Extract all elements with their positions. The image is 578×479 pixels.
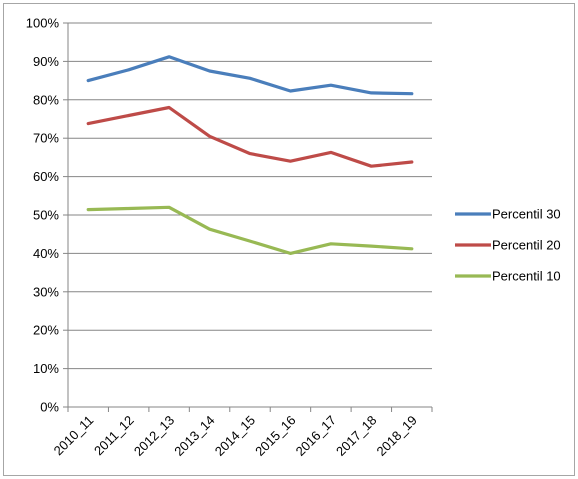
x-tick-label: 2016_17 bbox=[293, 413, 339, 459]
y-tick-label: 10% bbox=[33, 361, 59, 376]
series-line bbox=[86, 55, 414, 96]
y-tick-label: 70% bbox=[33, 131, 59, 146]
legend-label: Percentil 20 bbox=[492, 238, 561, 253]
x-tick-label: 2014_15 bbox=[212, 413, 258, 459]
y-tick-label: 100% bbox=[26, 16, 60, 31]
x-tick-label: 2017_18 bbox=[333, 413, 379, 459]
x-tick-label: 2011_12 bbox=[91, 413, 137, 459]
line-chart: 0% 10% 20% 30% 40% 50% 60% 70% 80% 90% 100% 2010_1… bbox=[26, 16, 561, 459]
x-tick-label: 2013_14 bbox=[171, 413, 217, 459]
x-tick-label: 2012_13 bbox=[131, 413, 177, 459]
series-line bbox=[86, 105, 414, 168]
x-tick-label: 2018_19 bbox=[373, 413, 419, 459]
y-axis-tick-labels: 0% 10% 20% 30% 40% 50% 60% 70% 80% 90% 100% bbox=[26, 16, 60, 415]
y-tick-label: 80% bbox=[33, 92, 59, 107]
legend-label: Percentil 30 bbox=[492, 207, 561, 222]
y-tick-label: 30% bbox=[33, 284, 59, 299]
y-tick-label: 0% bbox=[40, 400, 59, 415]
y-tick-label: 40% bbox=[33, 246, 59, 261]
gridlines bbox=[68, 22, 432, 370]
y-tick-label: 20% bbox=[33, 323, 59, 338]
y-tick-label: 90% bbox=[33, 54, 59, 69]
series-lines bbox=[86, 55, 414, 255]
x-axis-tick-labels: 2010_112011_122012_132013_142014_152015_… bbox=[51, 413, 420, 459]
y-tick-label: 60% bbox=[33, 169, 59, 184]
legend: Percentil 30 Percentil 20 Percentil 10 bbox=[455, 207, 561, 284]
y-tick-label: 50% bbox=[33, 208, 59, 223]
x-tick-label: 2015_16 bbox=[252, 413, 298, 459]
chart-area: 0% 10% 20% 30% 40% 50% 60% 70% 80% 90% 100% 2010_1… bbox=[3, 3, 575, 476]
series-line bbox=[86, 205, 414, 255]
axes bbox=[63, 22, 433, 412]
legend-label: Percentil 10 bbox=[492, 269, 561, 284]
x-tick-label: 2010_11 bbox=[51, 413, 97, 459]
